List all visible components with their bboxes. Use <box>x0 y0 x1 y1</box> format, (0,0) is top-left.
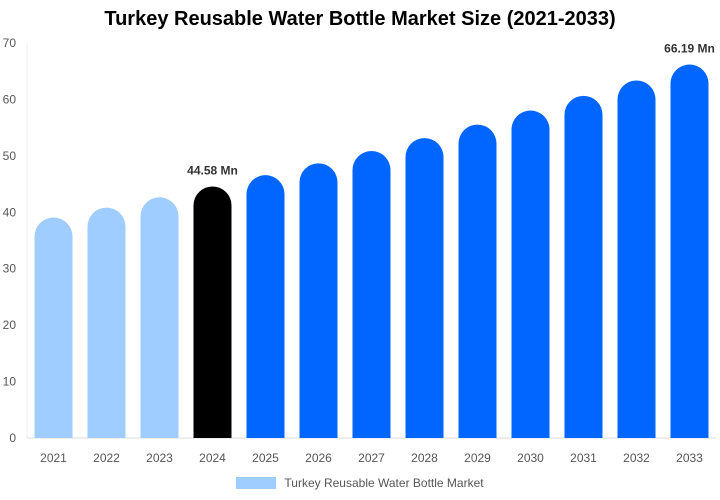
legend-label: Turkey Reusable Water Bottle Market <box>284 476 484 490</box>
x-tick-label: 2029 <box>464 451 491 465</box>
x-tick-label: 2031 <box>570 451 597 465</box>
x-tick-label: 2026 <box>305 451 332 465</box>
x-tick-label: 2033 <box>676 451 703 465</box>
y-tick-label: 70 <box>3 36 17 50</box>
bar-2031 <box>564 95 603 439</box>
bar-2023 <box>140 197 179 438</box>
y-tick-label: 40 <box>3 205 17 219</box>
bar-2025 <box>246 175 285 438</box>
x-tick-label: 2023 <box>146 451 173 465</box>
x-tick-label: 2030 <box>517 451 544 465</box>
data-label-2033: 66.19 Mn <box>664 41 715 55</box>
x-tick-label: 2027 <box>358 451 385 465</box>
bar-2022 <box>87 207 126 438</box>
y-tick-label: 20 <box>3 318 17 332</box>
x-tick-label: 2024 <box>199 451 226 465</box>
bar-2024 <box>193 186 232 438</box>
bar-2032 <box>617 80 656 439</box>
bar-2026 <box>299 163 338 439</box>
chart-title: Turkey Reusable Water Bottle Market Size… <box>104 8 616 30</box>
y-tick-label: 0 <box>9 431 16 445</box>
x-tick-label: 2021 <box>40 451 67 465</box>
x-tick-label: 2032 <box>623 451 650 465</box>
y-tick-label: 30 <box>3 262 17 276</box>
x-tick-label: 2028 <box>411 451 438 465</box>
x-tick-label: 2022 <box>93 451 120 465</box>
data-label-2024: 44.58 Mn <box>187 163 238 177</box>
y-tick-label: 60 <box>3 92 17 106</box>
bar-2027 <box>352 151 391 438</box>
bar-2030 <box>511 110 550 439</box>
bar-2021 <box>34 217 73 438</box>
y-tick-label: 50 <box>3 149 17 163</box>
bar-2028 <box>405 138 444 438</box>
bar-2029 <box>458 124 497 438</box>
bar-2033 <box>670 64 709 439</box>
legend-swatch <box>236 477 277 489</box>
x-tick-label: 2025 <box>252 451 279 465</box>
y-tick-label: 10 <box>3 375 17 389</box>
legend: Turkey Reusable Water Bottle Market <box>0 476 720 490</box>
